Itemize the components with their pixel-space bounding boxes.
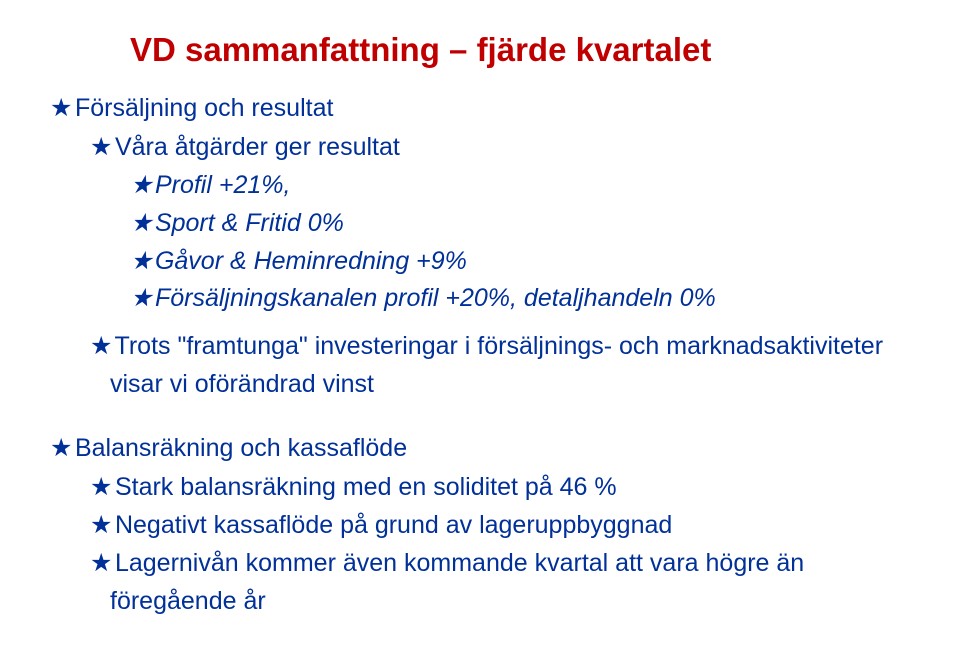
bullet-l1-text: Balansräkning och kassaflöde — [75, 434, 407, 462]
bullet-l2-text: Stark balansräkning med en soliditet på … — [115, 473, 617, 501]
star-icon: ★ — [50, 92, 68, 126]
bullet-l3: ★ Gåvor & Heminredning +9% — [130, 245, 910, 279]
bullet-l2: ★ Stark balansräkning med en soliditet p… — [90, 471, 910, 505]
bullet-l3: ★ Profil +21%, — [130, 169, 910, 203]
bullet-l2-text: visar vi oförändrad vinst — [110, 370, 374, 398]
star-icon: ★ — [130, 282, 148, 316]
star-icon: ★ — [90, 471, 108, 505]
bullet-l2-text: Trots "framtunga" investeringar i försäl… — [115, 332, 884, 360]
bullet-l2-text: Lagernivån kommer även kommande kvartal … — [115, 549, 804, 577]
star-icon: ★ — [50, 432, 68, 466]
slide: VD sammanfattning – fjärde kvartalet ★ F… — [0, 0, 960, 664]
spacer — [50, 406, 910, 426]
bullet-l2-continuation: visar vi oförändrad vinst — [110, 368, 910, 402]
bullet-l2: ★ Negativt kassaflöde på grund av lageru… — [90, 509, 910, 543]
slide-title: VD sammanfattning – fjärde kvartalet — [130, 30, 910, 70]
bullet-l2: ★ Lagernivån kommer även kommande kvarta… — [90, 547, 910, 581]
star-icon: ★ — [90, 330, 108, 364]
bullet-l1: ★ Försäljning och resultat — [50, 92, 910, 126]
bullet-l2-continuation: föregående år — [110, 585, 910, 619]
star-icon: ★ — [130, 169, 148, 203]
star-icon: ★ — [130, 245, 148, 279]
star-icon: ★ — [90, 131, 108, 165]
star-icon: ★ — [130, 207, 148, 241]
bullet-l1: ★ Balansräkning och kassaflöde — [50, 432, 910, 466]
bullet-l3: ★ Sport & Fritid 0% — [130, 207, 910, 241]
bullet-l3-text: Sport & Fritid 0% — [155, 209, 344, 237]
bullet-l3-text: Gåvor & Heminredning +9% — [155, 247, 467, 275]
bullet-l1-text: Försäljning och resultat — [75, 94, 333, 122]
bullet-l2: ★ Våra åtgärder ger resultat — [90, 131, 910, 165]
bullet-l2-text: föregående år — [110, 587, 266, 615]
bullet-l3-text: Försäljningskanalen profil +20%, detaljh… — [155, 284, 716, 312]
bullet-l2-text: Negativt kassaflöde på grund av lagerupp… — [115, 511, 672, 539]
bullet-l2: ★ Trots "framtunga" investeringar i förs… — [90, 330, 910, 364]
bullet-l2-text: Våra åtgärder ger resultat — [115, 133, 400, 161]
star-icon: ★ — [90, 547, 108, 581]
star-icon: ★ — [90, 509, 108, 543]
bullet-l3-text: Profil +21%, — [155, 171, 291, 199]
bullet-l3: ★ Försäljningskanalen profil +20%, detal… — [130, 282, 910, 316]
